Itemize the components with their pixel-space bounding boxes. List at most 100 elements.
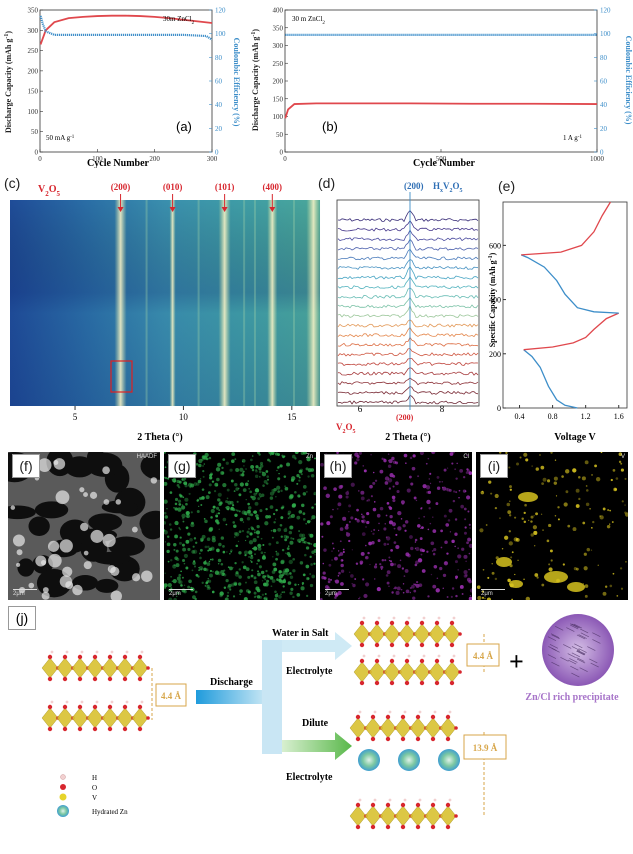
eds-signal xyxy=(202,465,204,467)
eds-signal xyxy=(281,573,285,577)
eds-signal xyxy=(279,523,283,527)
eds-signal xyxy=(178,527,180,529)
eds-signal xyxy=(205,495,210,500)
eds-signal xyxy=(256,562,258,565)
eds-signal xyxy=(271,536,274,539)
eds-signal xyxy=(484,597,486,600)
eds-signal xyxy=(176,483,180,487)
eds-signal xyxy=(506,502,511,507)
panel-c-peak-label: (010) xyxy=(163,182,183,192)
eds-signal xyxy=(449,531,452,533)
precipitate-texture xyxy=(567,653,576,658)
eds-signal xyxy=(298,495,301,498)
eds-signal xyxy=(415,546,420,551)
eds-signal xyxy=(225,579,229,583)
eds-signal xyxy=(208,560,211,563)
haadf-tag: HAADF xyxy=(136,454,157,460)
eds-signal xyxy=(276,485,281,490)
eds-signal xyxy=(287,512,291,516)
eds-signal xyxy=(456,462,458,465)
eds-signal xyxy=(334,596,337,599)
panel-d-pattern xyxy=(337,238,479,251)
eds-signal xyxy=(462,475,466,479)
eds-signal xyxy=(289,572,292,575)
eds-signal xyxy=(172,478,177,483)
eds-signal xyxy=(414,563,418,567)
panel-c-peak-label: (101) xyxy=(215,182,235,192)
eds-signal xyxy=(550,559,553,562)
eds-signal xyxy=(266,475,269,478)
haadf-particle xyxy=(110,566,120,577)
panel-b-y2tick: 20 xyxy=(600,125,608,133)
haadf-pore xyxy=(85,452,123,477)
eds-signal xyxy=(590,549,593,551)
haadf-particle xyxy=(47,540,60,552)
eds-signal xyxy=(198,552,201,555)
eds-signal xyxy=(280,516,284,520)
haadf-particle xyxy=(90,529,104,543)
eds-signal xyxy=(396,586,401,591)
eds-signal xyxy=(177,499,182,503)
eds-signal xyxy=(305,546,310,550)
eds-signal xyxy=(201,488,205,491)
eds-signal xyxy=(432,552,436,556)
eds-signal xyxy=(443,468,447,472)
eds-signal xyxy=(557,506,560,509)
panel-a-y2tick: 120 xyxy=(215,7,226,15)
eds-signal xyxy=(310,543,313,545)
eds-signal xyxy=(205,581,209,584)
eds-signal xyxy=(192,561,196,566)
panel-d-pattern xyxy=(337,336,479,347)
eds-signal xyxy=(469,594,472,597)
eds-signal xyxy=(203,518,206,520)
eds-signal xyxy=(373,565,378,569)
eds-signal xyxy=(173,597,177,600)
eds-signal xyxy=(173,543,177,547)
eds-signal xyxy=(270,585,273,588)
eds-signal xyxy=(421,569,426,573)
eds-signal xyxy=(274,452,279,456)
eds-signal xyxy=(360,490,365,495)
eds-signal xyxy=(164,499,168,504)
eds-signal xyxy=(167,477,170,480)
eds-signal xyxy=(442,486,447,491)
eds-signal xyxy=(365,555,369,560)
haadf-particle xyxy=(40,560,47,566)
eds-signal xyxy=(253,595,257,599)
panel-b-xlabel: Cycle Number xyxy=(413,158,475,168)
eds-signal xyxy=(453,490,456,493)
eds-signal xyxy=(212,570,214,573)
eds-signal xyxy=(372,532,375,535)
eds-signal xyxy=(463,507,467,511)
eds-signal xyxy=(426,550,429,553)
eds-signal xyxy=(309,555,312,558)
eds-signal xyxy=(270,529,273,532)
eds-signal xyxy=(266,482,269,485)
eds-signal xyxy=(292,557,296,561)
eds-signal xyxy=(172,579,177,584)
eds-signal xyxy=(397,564,402,569)
cl-map-scale: 2μm xyxy=(325,591,337,597)
spacing-initial: 4.4 Å xyxy=(161,691,182,701)
eds-signal xyxy=(448,508,453,513)
eds-signal xyxy=(217,512,221,515)
eds-signal xyxy=(582,521,586,525)
eds-signal xyxy=(288,530,293,535)
eds-signal xyxy=(166,507,168,510)
eds-signal xyxy=(427,528,430,531)
panel-d-xtick-1: 6 xyxy=(358,404,363,414)
eds-signal xyxy=(262,484,265,487)
panel-c-label: (c) xyxy=(4,175,21,191)
v-rich-particle xyxy=(518,492,538,502)
eds-signal xyxy=(419,452,424,456)
haadf-particle xyxy=(41,591,50,600)
eds-signal xyxy=(196,509,200,513)
eds-signal xyxy=(271,570,276,574)
eds-signal xyxy=(581,476,586,481)
eds-signal xyxy=(238,551,242,555)
eds-signal xyxy=(200,537,204,542)
eds-signal xyxy=(290,587,294,591)
eds-signal xyxy=(215,467,221,472)
eds-signal xyxy=(305,522,308,525)
eds-signal xyxy=(259,461,264,465)
